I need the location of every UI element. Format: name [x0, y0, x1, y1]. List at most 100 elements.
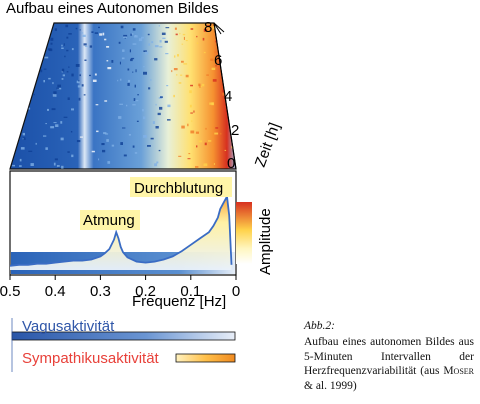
- z-tick-8: 8: [204, 19, 212, 36]
- spectrogram-texture: [89, 45, 93, 48]
- spectrogram-texture: [61, 44, 63, 47]
- spectrogram-texture: [79, 136, 83, 138]
- spectrogram-texture: [84, 46, 88, 47]
- z-tick-2: 2: [231, 122, 239, 139]
- spectrogram-texture: [128, 79, 131, 83]
- spectrogram-texture: [119, 103, 123, 105]
- spectrogram-texture: [196, 145, 198, 148]
- spectrogram-texture: [120, 25, 124, 29]
- spectrogram-texture: [134, 100, 139, 102]
- spectrogram-texture: [67, 97, 70, 100]
- spectrogram-texture: [182, 33, 186, 36]
- spectrogram-texture: [102, 149, 106, 153]
- spectrogram-texture: [75, 27, 78, 30]
- spectrogram-texture: [190, 112, 193, 114]
- spectrogram-texture: [147, 145, 151, 147]
- annotation-durchblutung: Durchblutung: [130, 177, 232, 197]
- spectrogram-texture: [141, 36, 144, 39]
- spectrogram-texture: [195, 131, 199, 134]
- spectrogram-texture: [63, 43, 65, 46]
- spectrogram-texture: [154, 58, 158, 61]
- spectrogram-texture: [119, 61, 121, 65]
- spectrogram-texture: [122, 127, 126, 129]
- spectrogram-texture: [181, 60, 184, 63]
- annotation-atmung: Atmung: [80, 210, 140, 230]
- spectrogram-texture: [176, 74, 178, 76]
- spectrogram-texture: [215, 65, 217, 67]
- spectrogram-texture: [43, 135, 47, 137]
- spectrogram-texture: [91, 150, 95, 153]
- x-tick-label: 0.5: [0, 283, 20, 300]
- spectrogram-texture: [173, 68, 178, 71]
- spectrogram-texture: [134, 152, 138, 154]
- spectrogram-texture: [19, 165, 22, 167]
- spectrogram-texture: [71, 73, 74, 77]
- spectrogram-texture: [82, 34, 86, 37]
- spectrogram-texture: [128, 134, 131, 136]
- spectrogram-texture: [44, 56, 49, 59]
- spectrogram-texture: [50, 42, 53, 45]
- spectrogram-texture: [208, 140, 212, 142]
- spectrogram-texture: [106, 46, 110, 48]
- spectrogram-texture: [161, 32, 166, 35]
- figure-caption: Abb.2: Aufbau eines autonomen Bildes aus…: [304, 319, 474, 393]
- spectrogram-texture: [199, 85, 201, 88]
- spectrogram-texture: [75, 64, 80, 67]
- spectrogram-texture: [96, 130, 99, 133]
- spectrogram-texture: [47, 108, 49, 111]
- spectrogram-texture: [190, 28, 194, 30]
- spectrogram-texture: [51, 108, 56, 111]
- spectrogram-texture: [95, 104, 99, 106]
- spectrogram-texture: [155, 103, 157, 106]
- amplitude-colorbar: [236, 202, 252, 264]
- spectrogram-texture: [138, 38, 143, 42]
- spectrogram-texture: [156, 161, 159, 164]
- spectrogram-texture: [143, 116, 146, 120]
- spectrogram-texture: [43, 68, 47, 70]
- spectrogram-texture: [106, 60, 109, 62]
- spectrogram-texture: [196, 42, 199, 44]
- spectrogram-texture: [202, 37, 205, 41]
- spectrogram-texture: [220, 132, 222, 135]
- spectrogram-texture: [61, 78, 64, 80]
- spectrogram-texture: [43, 80, 45, 83]
- spectrogram-texture: [52, 82, 54, 85]
- spectrogram-texture: [174, 27, 177, 30]
- spectrogram-texture: [190, 130, 195, 134]
- spectrogram-texture: [71, 48, 74, 51]
- spectrogram-texture: [145, 51, 149, 55]
- spectrogram-texture: [166, 85, 169, 87]
- spectrogram-texture: [196, 35, 198, 38]
- spectrogram-texture: [28, 107, 31, 110]
- x-axis-label: Frequenz [Hz]: [132, 293, 226, 310]
- spectrogram-texture: [193, 110, 195, 113]
- z-axis-label: Zeit [h]: [252, 120, 284, 169]
- spectrogram-texture: [104, 100, 108, 102]
- z-tick-4: 4: [224, 88, 232, 105]
- spectrogram-texture: [165, 53, 169, 55]
- spectrogram-texture: [210, 58, 214, 61]
- spectrogram-texture: [81, 32, 84, 34]
- spectrogram-texture: [89, 74, 91, 77]
- figure-title: Aufbau eines Autonomen Bildes: [6, 0, 219, 17]
- spectrogram-texture: [148, 43, 150, 46]
- x-tick-label: 0.4: [45, 283, 66, 300]
- spectrogram-texture: [52, 93, 57, 97]
- spectrogram-texture: [155, 126, 159, 129]
- spectrogram-texture: [190, 84, 193, 87]
- spectrogram-texture: [22, 138, 26, 140]
- spectrogram-texture: [123, 36, 127, 39]
- spectrogram-texture: [50, 126, 55, 129]
- spectrogram-texture: [56, 87, 60, 90]
- spectrogram-texture: [191, 120, 193, 122]
- spectrogram-texture: [142, 109, 144, 112]
- spectrogram-texture: [19, 158, 22, 162]
- spectrogram-texture: [185, 40, 188, 42]
- spectrogram-texture: [167, 104, 171, 108]
- spectrogram-texture: [134, 84, 136, 88]
- spectrogram-texture: [103, 132, 107, 135]
- spectrogram-texture: [23, 137, 26, 140]
- spectrogram-texture: [224, 149, 227, 151]
- spectrogram-texture: [205, 127, 207, 130]
- spectrogram-texture: [127, 83, 130, 86]
